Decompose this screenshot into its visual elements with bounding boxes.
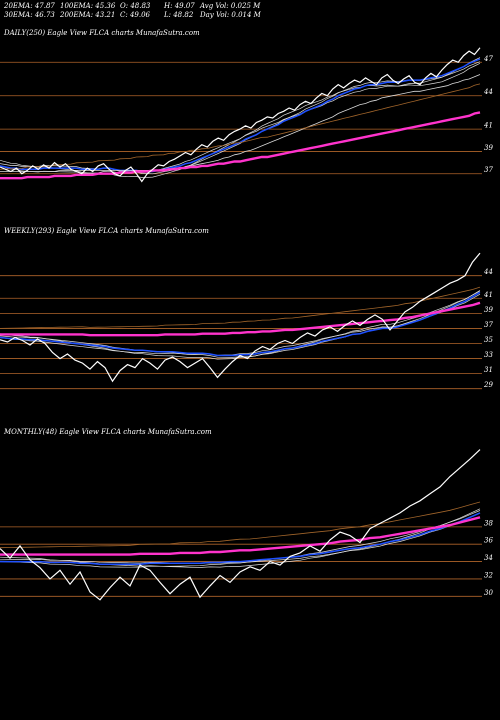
daily-series-1 bbox=[0, 74, 481, 172]
weekly-ma-thin-1 bbox=[0, 290, 481, 358]
weekly-series-1 bbox=[0, 301, 481, 337]
daily-y-tick-3: 39 bbox=[484, 144, 493, 152]
monthly-series-0 bbox=[0, 512, 481, 565]
monthly-ma-thin-1 bbox=[0, 512, 481, 564]
daily-y-tick-1: 44 bbox=[483, 88, 493, 96]
weekly-price-line bbox=[0, 252, 481, 383]
weekly-series-0 bbox=[0, 291, 481, 357]
ema30-label: 30EMA: 46.73 bbox=[4, 11, 55, 19]
weekly-y-tick-0: 44 bbox=[483, 268, 493, 276]
daily-series-2 bbox=[0, 111, 481, 180]
weekly-y-tick-7: 29 bbox=[483, 381, 493, 389]
day-vol-label: Day Vol: 0.014 M bbox=[200, 11, 261, 19]
daily-ma-thin-0 bbox=[0, 57, 481, 174]
avg-vol-label: Avg Vol: 0.025 M bbox=[200, 2, 261, 10]
monthly-series-1 bbox=[0, 516, 481, 556]
daily-ma-thin-2 bbox=[0, 62, 481, 178]
monthly-chart-title: MONTHLY(48) Eagle View FLCA charts Munaf… bbox=[4, 428, 212, 436]
weekly-y-tick-4: 35 bbox=[484, 336, 493, 344]
ema200-label: 200EMA: 43.21 bbox=[60, 11, 116, 19]
daily-y-tick-2: 41 bbox=[483, 122, 493, 130]
weekly-y-tick-3: 37 bbox=[484, 321, 493, 329]
monthly-ma-thin-2 bbox=[0, 508, 481, 568]
daily-chart-title: DAILY(250) Eagle View FLCA charts Munafa… bbox=[4, 29, 200, 37]
weekly-ma-brown bbox=[0, 286, 481, 329]
daily-price-line bbox=[0, 47, 481, 183]
monthly-y-tick-3: 32 bbox=[484, 571, 493, 579]
open-label: O: 48.83 bbox=[120, 2, 151, 10]
daily-y-tick-4: 37 bbox=[484, 166, 493, 174]
high-label: H: 49.07 bbox=[164, 2, 195, 10]
weekly-y-tick-2: 39 bbox=[484, 306, 493, 314]
weekly-y-tick-1: 41 bbox=[483, 291, 493, 299]
daily-ma-brown bbox=[0, 83, 481, 170]
monthly-ma-brown bbox=[0, 501, 481, 549]
monthly-y-tick-0: 38 bbox=[484, 519, 493, 527]
close-label: C: 49.06 bbox=[120, 11, 150, 19]
low-label: L: 48.82 bbox=[164, 11, 194, 19]
monthly-y-tick-2: 34 bbox=[484, 554, 493, 562]
weekly-ma-thin-2 bbox=[0, 290, 481, 360]
daily-y-tick-0: 47 bbox=[483, 55, 493, 63]
daily-ma-thin-1 bbox=[0, 61, 481, 175]
weekly-chart-title: WEEKLY(293) Eagle View FLCA charts Munaf… bbox=[4, 227, 209, 235]
monthly-price-line bbox=[0, 449, 481, 601]
weekly-y-tick-6: 31 bbox=[484, 366, 493, 374]
monthly-y-tick-1: 36 bbox=[484, 537, 493, 545]
weekly-y-tick-5: 33 bbox=[484, 351, 493, 359]
ema100-label: 100EMA: 45.36 bbox=[60, 2, 116, 10]
monthly-y-tick-4: 30 bbox=[484, 589, 493, 597]
ema20-label: 20EMA: 47.87 bbox=[4, 2, 55, 10]
